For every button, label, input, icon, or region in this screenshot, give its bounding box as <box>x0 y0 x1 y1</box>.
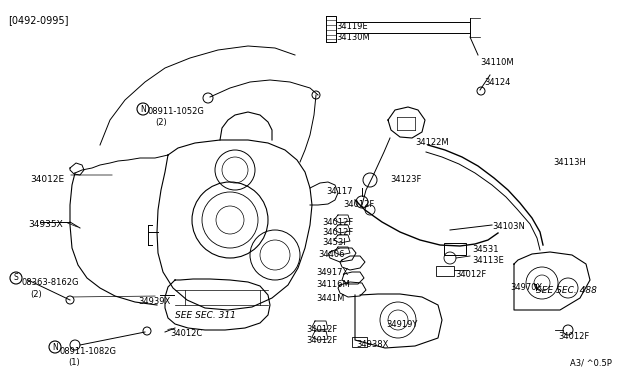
Text: 34110M: 34110M <box>480 58 514 67</box>
Text: N: N <box>52 343 58 352</box>
Text: 34117: 34117 <box>326 187 353 196</box>
Bar <box>436 266 454 276</box>
Text: 34130M: 34130M <box>336 33 370 42</box>
Text: 34122M: 34122M <box>415 138 449 147</box>
Text: 34124: 34124 <box>484 78 510 87</box>
Text: 34012F: 34012F <box>455 270 486 279</box>
Text: N: N <box>140 105 146 113</box>
Text: 34970X: 34970X <box>510 283 542 292</box>
Text: 34119E: 34119E <box>336 22 367 31</box>
Text: 34012F: 34012F <box>322 228 353 237</box>
Text: 34012F: 34012F <box>306 336 337 345</box>
Circle shape <box>66 296 74 304</box>
Text: 34406: 34406 <box>318 250 344 259</box>
Text: 3453I: 3453I <box>322 238 346 247</box>
Text: 34531: 34531 <box>472 245 499 254</box>
Text: 34012E: 34012E <box>30 175 64 184</box>
Circle shape <box>203 93 213 103</box>
Text: [0492-0995]: [0492-0995] <box>8 15 68 25</box>
Text: 34113E: 34113E <box>472 256 504 265</box>
Text: 34012F: 34012F <box>343 200 374 209</box>
Text: SEE SEC. 488: SEE SEC. 488 <box>536 286 597 295</box>
Text: 34919Y: 34919Y <box>386 320 417 329</box>
Circle shape <box>312 91 320 99</box>
Text: 3441M: 3441M <box>316 294 344 303</box>
Text: 34012F: 34012F <box>306 325 337 334</box>
Text: 34116M: 34116M <box>316 280 349 289</box>
Text: 34938X: 34938X <box>356 340 388 349</box>
Text: SEE SEC. 311: SEE SEC. 311 <box>175 311 236 320</box>
Text: S: S <box>13 273 19 282</box>
Text: 34012F: 34012F <box>558 332 589 341</box>
Bar <box>352 337 367 347</box>
Text: 34917X: 34917X <box>316 268 348 277</box>
Circle shape <box>143 327 151 335</box>
Text: 34012F: 34012F <box>322 218 353 227</box>
Text: 34123F: 34123F <box>390 175 421 184</box>
Text: 08911-1052G: 08911-1052G <box>148 107 205 116</box>
Text: 08911-1082G: 08911-1082G <box>60 347 117 356</box>
Bar <box>444 243 466 255</box>
Text: 34113H: 34113H <box>553 158 586 167</box>
Text: (2): (2) <box>30 290 42 299</box>
Text: 34935X: 34935X <box>28 220 63 229</box>
Text: (2): (2) <box>155 118 167 127</box>
Text: 34103N: 34103N <box>492 222 525 231</box>
Text: 34939X: 34939X <box>138 297 170 306</box>
Text: 34012C: 34012C <box>170 329 202 338</box>
Text: 08363-8162G: 08363-8162G <box>22 278 79 287</box>
Text: A3/ ^0.5P: A3/ ^0.5P <box>570 358 612 367</box>
Text: (1): (1) <box>68 358 80 367</box>
